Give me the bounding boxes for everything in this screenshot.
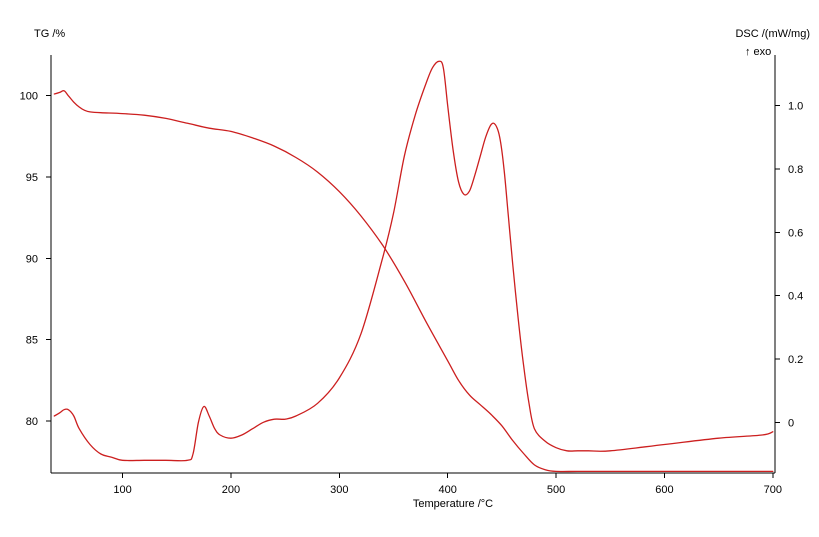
ticks-layer: 100 200 300 400 500 600 700 80 85 90 95 100 0 0.2 0.4 0… xyxy=(20,91,804,496)
right-y-tick-label: 0.4 xyxy=(788,291,803,303)
x-tick-label: 100 xyxy=(113,484,131,496)
right-y-tick-label: 0 xyxy=(788,417,794,429)
left-y-tick-label: 100 xyxy=(20,91,38,103)
dsc-curve xyxy=(53,60,774,462)
right-axis-title: DSC /(mW/mg) xyxy=(735,28,810,40)
left-y-tick-label: 90 xyxy=(26,253,38,265)
x-tick-label: 300 xyxy=(330,484,348,496)
right-y-tick-label: 0.2 xyxy=(788,354,803,366)
x-tick-label: 200 xyxy=(222,484,240,496)
left-y-tick-label: 85 xyxy=(26,335,38,347)
left-y-tick-label: 80 xyxy=(26,416,38,428)
right-axis-exo-note: ↑ exo xyxy=(745,46,771,58)
left-axis-title: TG /% xyxy=(34,28,65,40)
right-y-tick-label: 1.0 xyxy=(788,101,803,113)
right-y-tick-label: 0.6 xyxy=(788,227,803,239)
x-tick-label: 500 xyxy=(547,484,565,496)
x-tick-label: 700 xyxy=(764,484,782,496)
x-axis-title: Temperature /°C xyxy=(413,498,493,510)
right-y-tick-label: 0.8 xyxy=(788,164,803,176)
curves-layer xyxy=(53,60,774,473)
left-y-tick-label: 95 xyxy=(26,172,38,184)
x-tick-label: 600 xyxy=(655,484,673,496)
x-tick-label: 400 xyxy=(439,484,457,496)
tg-curve xyxy=(53,90,774,473)
